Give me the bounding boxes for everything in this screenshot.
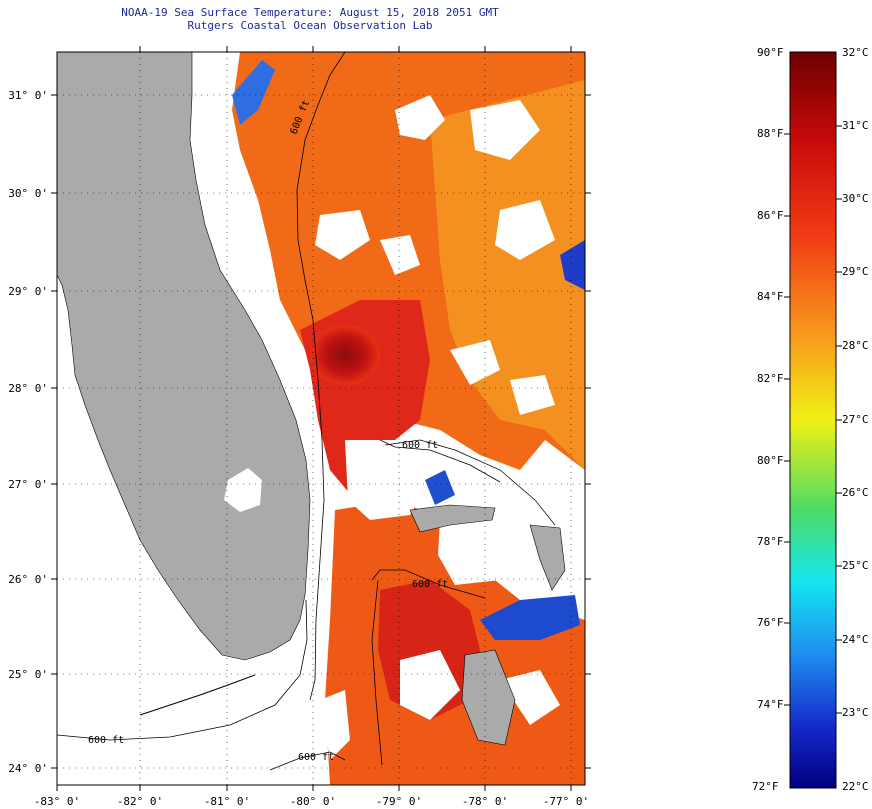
lon-label: -82° 0' xyxy=(117,795,163,808)
lon-label: -80° 0' xyxy=(290,795,336,808)
colorbar-c-label: 26°C xyxy=(842,486,869,499)
colorbar-c-label: 31°C xyxy=(842,119,869,132)
colorbar-f-label: 90°F xyxy=(757,46,784,59)
sst-field-cool-south xyxy=(480,595,580,640)
lat-label: 26° 0' xyxy=(8,573,48,586)
colorbar-f-label: 86°F xyxy=(757,209,784,222)
sst-field-cool-east xyxy=(560,240,585,290)
colorbar-f-label: 74°F xyxy=(757,698,784,711)
lon-label: -79° 0' xyxy=(376,795,422,808)
lat-label: 30° 0' xyxy=(8,187,48,200)
lat-label: 27° 0' xyxy=(8,478,48,491)
colorbar-c-label: 32°C xyxy=(842,46,869,59)
sst-hotspot xyxy=(310,325,380,385)
florida-keys xyxy=(139,674,256,716)
colorbar-c-label: 27°C xyxy=(842,413,869,426)
latitude-labels: 31° 0' 30° 0' 29° 0' 28° 0' 27° 0' 26° 0… xyxy=(8,89,48,775)
colorbar-c-label: 28°C xyxy=(842,339,869,352)
lat-label: 29° 0' xyxy=(8,285,48,298)
contour-label-andros: 600 ft xyxy=(412,579,448,590)
lon-label: -81° 0' xyxy=(204,795,250,808)
colorbar-f-label: 78°F xyxy=(757,535,784,548)
lon-label: -83° 0' xyxy=(34,795,80,808)
map-content xyxy=(57,52,585,785)
lat-label: 25° 0' xyxy=(8,668,48,681)
map-title: NOAA-19 Sea Surface Temperature: August … xyxy=(0,6,620,32)
colorbar-f-label: 84°F xyxy=(757,290,784,303)
colorbar-c-label: 22°C xyxy=(842,780,869,793)
colorbar-ticks xyxy=(784,125,842,714)
cloud-patches xyxy=(205,52,560,760)
colorbar-f-label: 76°F xyxy=(757,616,784,629)
colorbar-f-label: 72°F xyxy=(752,780,779,793)
lon-label: -77° 0' xyxy=(543,795,589,808)
contour-label-keys: 600 ft xyxy=(88,735,124,746)
lon-label: -78° 0' xyxy=(462,795,508,808)
abaco-island xyxy=(529,524,566,591)
axis-ticks xyxy=(51,46,591,791)
colorbar-f-label: 82°F xyxy=(757,372,784,385)
isobath-600ft xyxy=(57,52,501,771)
lat-label: 28° 0' xyxy=(8,382,48,395)
sst-field-cool-bahamas xyxy=(425,470,455,505)
colorbar-f-label: 80°F xyxy=(757,454,784,467)
bahamas-bank-outline xyxy=(384,439,556,526)
colorbar-f-label: 88°F xyxy=(757,127,784,140)
lake-okeechobee xyxy=(224,468,262,512)
colorbar-c-label: 29°C xyxy=(842,265,869,278)
colorbar-c-label: 25°C xyxy=(842,559,869,572)
colorbar-c-label: 23°C xyxy=(842,706,869,719)
colorbar xyxy=(789,51,837,789)
grand-bahama-island xyxy=(409,504,496,533)
graticule xyxy=(57,52,585,785)
sst-field-cool-north xyxy=(232,60,275,125)
colorbar-c-label: 30°C xyxy=(842,192,869,205)
map-frame xyxy=(56,51,586,786)
colorbar-c-label: 24°C xyxy=(842,633,869,646)
contour-label-bahamas: 600 ft xyxy=(402,440,438,451)
longitude-labels: -83° 0' -82° 0' -81° 0' -80° 0' -79° 0' … xyxy=(34,795,589,808)
contour-label-south: 600 ft xyxy=(298,752,334,763)
title-line-1: NOAA-19 Sea Surface Temperature: August … xyxy=(121,6,499,19)
lat-label: 31° 0' xyxy=(8,89,48,102)
title-line-2: Rutgers Coastal Ocean Observation Lab xyxy=(187,19,433,32)
lat-label: 24° 0' xyxy=(8,762,48,775)
